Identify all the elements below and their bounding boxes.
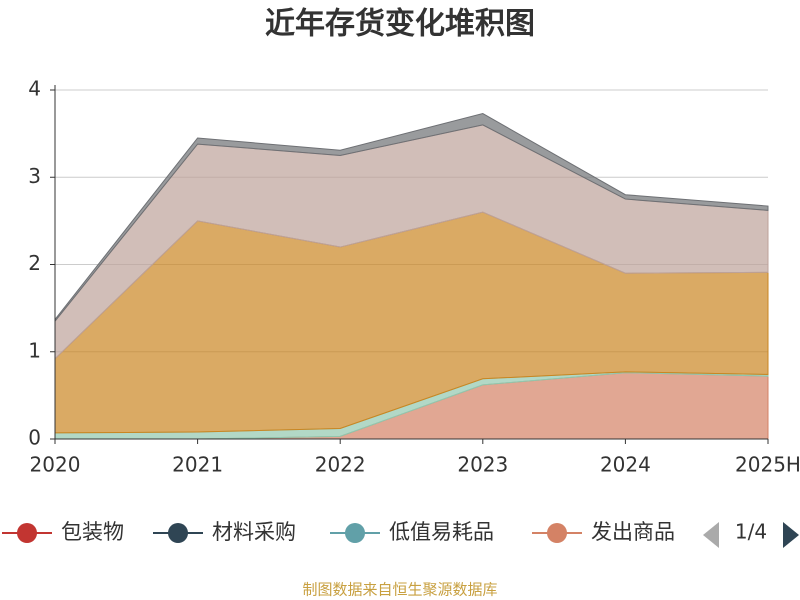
legend-label[interactable]: 包装物 [61, 520, 124, 544]
legend-label[interactable]: 材料采购 [212, 520, 296, 544]
x-tick-label: 2020 [30, 453, 81, 477]
legend-prev[interactable] [703, 522, 719, 548]
area [54, 113, 769, 323]
x-tick-label: 2025H [735, 453, 800, 477]
y-tick-label: 3 [28, 164, 41, 188]
legend-marker[interactable] [547, 523, 567, 543]
y-tick-label: 2 [28, 251, 41, 275]
x-tick-label: 2022 [315, 453, 366, 477]
legend-marker[interactable] [345, 523, 365, 543]
legend-label[interactable]: 发出商品 [591, 520, 675, 544]
legend-next[interactable] [783, 522, 799, 548]
x-tick-label: 2023 [457, 453, 508, 477]
y-tick-label: 0 [28, 426, 41, 450]
source-note: 制图数据来自恒生聚源数据库 [302, 581, 497, 599]
legend-page: 1/4 [735, 520, 767, 544]
legend-marker[interactable] [168, 523, 188, 543]
y-tick-label: 4 [28, 77, 41, 101]
legend-marker[interactable] [17, 523, 37, 543]
x-tick-label: 2021 [172, 453, 223, 477]
y-tick-label: 1 [28, 338, 41, 362]
chart-title: 近年存货变化堆积图 [265, 7, 535, 42]
legend-label[interactable]: 低值易耗品 [389, 520, 494, 544]
x-tick-label: 2024 [600, 453, 651, 477]
